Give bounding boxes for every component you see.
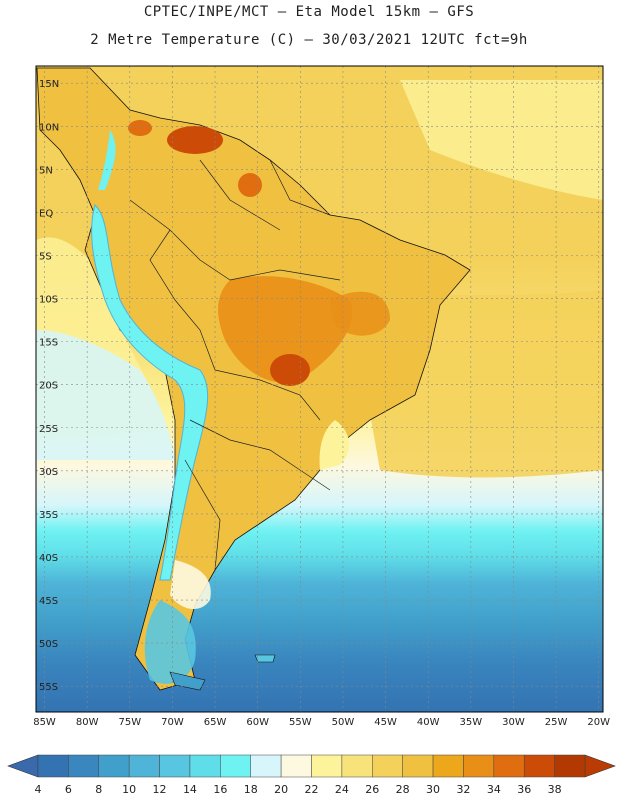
colorbar-swatch [311, 754, 343, 778]
lat-label: 15S [39, 338, 58, 349]
colorbar-label: 14 [183, 783, 197, 796]
lat-label: 45S [39, 596, 58, 607]
colorbar-high-arrow [584, 754, 616, 778]
patagonia-cold-area [144, 600, 196, 684]
lon-label: 60W [246, 717, 269, 728]
colorbar-swatch [220, 754, 251, 778]
colorbar-low-arrow [7, 754, 39, 778]
lon-label: 20W [587, 717, 610, 728]
lon-label: 40W [417, 717, 440, 728]
lon-label: 80W [76, 717, 99, 728]
map-frame [35, 65, 604, 713]
lon-label: 65W [204, 717, 227, 728]
colorbar-swatch [37, 754, 69, 778]
pantanal-hot-spot [270, 354, 310, 386]
latitude-labels: 15N 10N 5N EQ 5S 10S 15S 20S 25S 30S 35S 40S 45S 50S 5… [39, 79, 59, 693]
lon-label: 35W [460, 717, 483, 728]
colorbar-label: 30 [426, 783, 440, 796]
colorbar-swatch [402, 754, 434, 778]
colorbar-swatch [250, 754, 282, 778]
colorbar-swatch [128, 754, 160, 778]
colorbar-labels: 4 6 8 10 12 14 16 18 20 22 24 26 28 30 32 34 36 38 [35, 783, 562, 796]
venezuela-hot-spot [167, 126, 223, 154]
lat-label: 20S [39, 381, 58, 392]
lon-label: 25W [545, 717, 568, 728]
colorbar-label: 4 [35, 783, 42, 796]
lat-label: 10S [39, 295, 58, 306]
map-subtitle: 2 Metre Temperature (C) – 30/03/2021 12U… [90, 32, 528, 48]
colorbar-swatch [523, 754, 555, 778]
colorbar-label: 8 [95, 783, 102, 796]
northeast-brazil-warm-area [330, 291, 390, 336]
colorbar-label: 24 [335, 783, 349, 796]
colorbar-swatch [98, 754, 130, 778]
north-andes-cold-strip [98, 130, 116, 190]
lat-label: 40S [39, 553, 58, 564]
andes-cold-strip [91, 204, 209, 581]
lat-label: EQ [39, 208, 53, 219]
colorbar-swatch [341, 754, 373, 778]
lon-label: 45W [374, 717, 397, 728]
north-patagonia-mild-area [170, 560, 211, 610]
colorbar-swatch [432, 754, 464, 778]
colorbar-label: 28 [396, 783, 410, 796]
lat-label: 25S [39, 424, 58, 435]
falkland-islands [254, 654, 276, 663]
lat-label: 30S [39, 467, 58, 478]
lon-label: 55W [289, 717, 312, 728]
colorbar-label: 18 [244, 783, 258, 796]
longitude-labels: 85W 80W 75W 70W 65W 60W 55W 50W 45W 40W 35W 30W 25W 2… [33, 717, 610, 728]
colorbar-swatch [463, 754, 495, 778]
colorbar [7, 754, 616, 778]
lat-label: 5N [39, 165, 53, 176]
south-brazil-cool-area [319, 420, 350, 470]
colorbar-label: 36 [517, 783, 531, 796]
colorbar-swatch [68, 754, 100, 778]
lat-label: 35S [39, 510, 58, 521]
lat-label: 55S [39, 682, 58, 693]
country-borders [129, 159, 341, 571]
lat-label: 15N [39, 79, 59, 90]
colorbar-swatch [159, 754, 191, 778]
colorbar-label: 22 [305, 783, 319, 796]
colorbar-swatch [280, 754, 312, 778]
lon-label: 75W [118, 717, 141, 728]
lon-label: 70W [161, 717, 184, 728]
colorbar-swatch [372, 754, 403, 778]
central-brazil-hot-area [218, 276, 352, 383]
colorbar-label: 6 [65, 783, 72, 796]
colorbar-label: 12 [153, 783, 167, 796]
colombia-hot-spot [128, 120, 152, 136]
colorbar-swatch [189, 754, 221, 778]
pacific-cold-band [36, 330, 175, 460]
colorbar-label: 34 [487, 783, 501, 796]
tierra-del-fuego [169, 671, 206, 691]
colorbar-swatch [493, 754, 525, 778]
lon-label: 85W [33, 717, 56, 728]
colorbar-swatch [554, 754, 586, 778]
map-plot-area [36, 66, 603, 712]
lon-label: 30W [502, 717, 525, 728]
colorbar-label: 38 [548, 783, 562, 796]
lat-label: 5S [39, 251, 52, 262]
lat-label: 10N [39, 122, 59, 133]
map-title: CPTEC/INPE/MCT – Eta Model 15km – GFS [143, 4, 475, 20]
north-atlantic-cool-band [400, 80, 603, 200]
colorbar-label: 16 [213, 783, 227, 796]
colorbar-label: 20 [274, 783, 288, 796]
colorbar-label: 32 [456, 783, 470, 796]
guiana-hot-spot [238, 173, 262, 197]
lat-label: 50S [39, 639, 58, 650]
colorbar-label: 10 [122, 783, 136, 796]
colorbar-label: 26 [365, 783, 379, 796]
lon-label: 50W [332, 717, 355, 728]
